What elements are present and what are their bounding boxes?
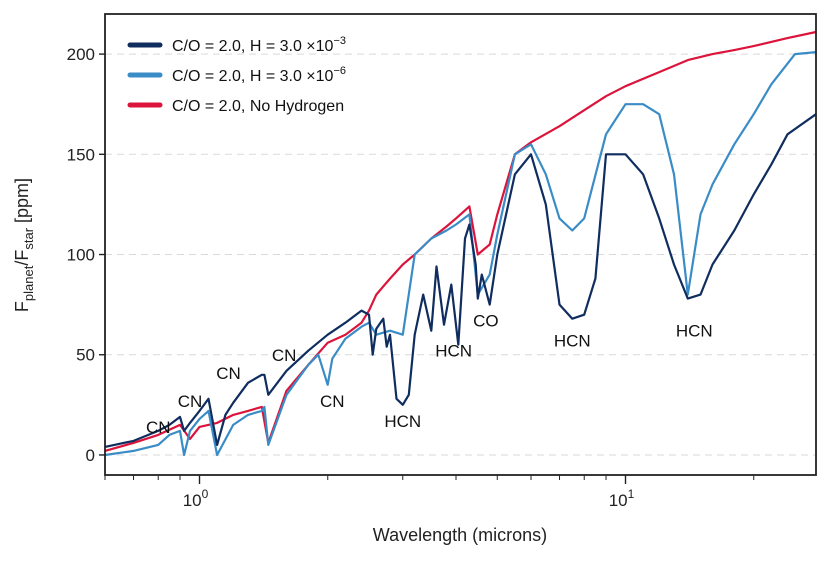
plot-frame xyxy=(104,13,817,476)
annotation-label: CN xyxy=(146,418,171,437)
x-axis: 100 101 xyxy=(104,475,755,510)
y-axis-label: Fplanet/Fstar [ppm] xyxy=(12,178,36,312)
y-tick-label: 0 xyxy=(86,446,95,465)
annotation-label: CN xyxy=(320,392,345,411)
x-tick-label: 100 xyxy=(183,487,209,510)
annotation-label: CN xyxy=(272,346,297,365)
y-tick-label: 100 xyxy=(67,246,95,265)
series-layer xyxy=(104,30,817,457)
legend-label-no-hydrogen: C/O = 2.0, No Hydrogen xyxy=(172,98,344,115)
annotation-label: CN xyxy=(216,364,241,383)
annotation-label: CO xyxy=(473,312,499,331)
series-line-0 xyxy=(104,30,817,452)
grid xyxy=(105,53,816,456)
y-tick-label: 50 xyxy=(76,346,95,365)
annotation-label: HCN xyxy=(384,412,421,431)
y-tick-label: 150 xyxy=(67,145,95,164)
annotation-label: HCN xyxy=(554,332,591,351)
series-line-1 xyxy=(104,51,817,457)
y-axis: 0 50 100 150 200 xyxy=(67,45,105,465)
annotation-label: HCN xyxy=(676,322,713,341)
annotation-label: CN xyxy=(178,392,203,411)
annotation-label: HCN xyxy=(435,342,472,361)
legend: C/O = 2.0, H = 3.0 ×10−3 C/O = 2.0, H = … xyxy=(127,35,346,115)
series-line-2 xyxy=(104,113,817,448)
legend-label-h3e-3: C/O = 2.0, H = 3.0 ×10−3 xyxy=(172,35,346,55)
legend-label-h3e-6: C/O = 2.0, H = 3.0 ×10−6 xyxy=(172,65,346,85)
y-tick-label: 200 xyxy=(67,45,95,64)
x-tick-label: 101 xyxy=(609,487,635,510)
x-axis-label: Wavelength (microns) xyxy=(373,525,547,545)
